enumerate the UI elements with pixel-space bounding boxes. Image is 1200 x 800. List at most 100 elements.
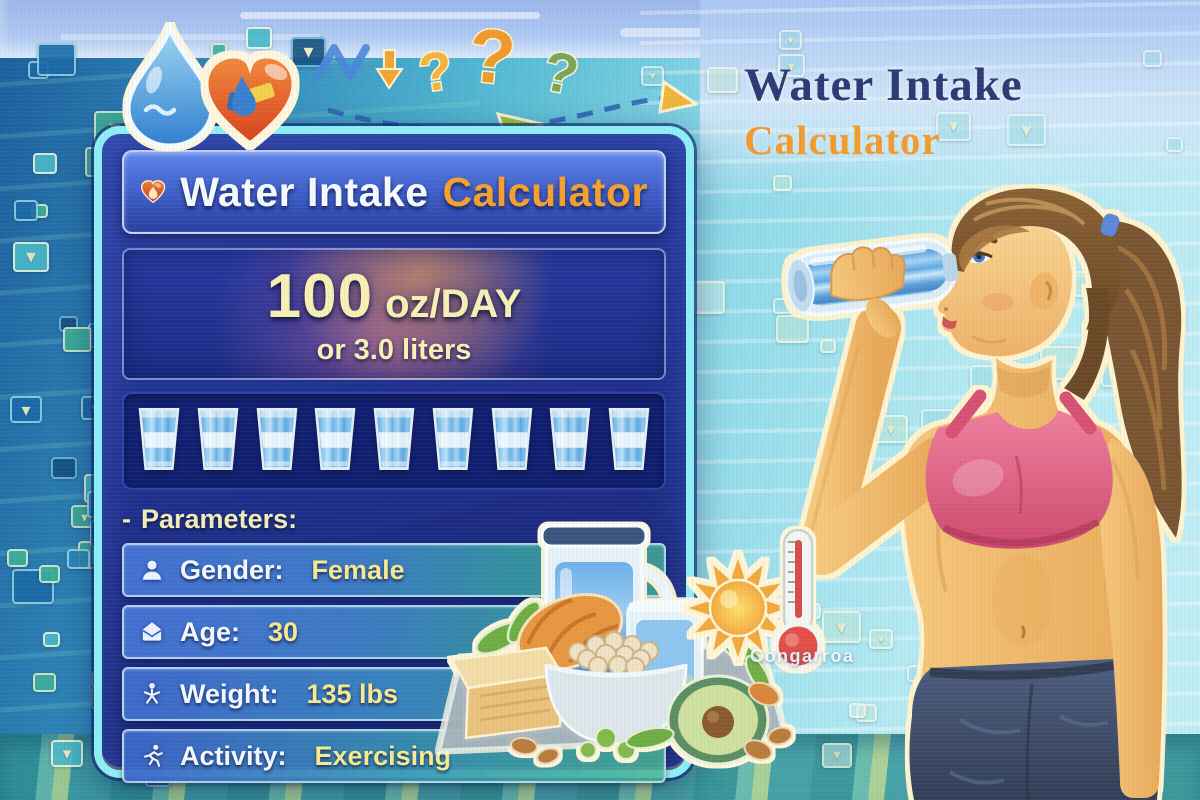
water-glass-icon [371,407,417,476]
chevron-down-icon: ▾ [649,69,656,83]
bread-block [449,646,565,740]
mosaic-tile [246,27,272,49]
figure-icon [138,680,166,708]
sun-icon [682,552,794,664]
mosaic-tile [67,549,90,569]
mosaic-tile [43,632,60,647]
mosaic-tile [1143,50,1162,67]
parameters-label: Parameters: [141,504,298,534]
mosaic-tile [211,43,227,57]
param-value-age: 30 [268,616,299,647]
mosaic-tile: ▾ [10,396,42,423]
mosaic-tile: ▾ [778,54,805,77]
bowl-of-beans [544,631,688,746]
envelope-icon [138,618,166,646]
pants [909,658,1158,800]
svg-text:?: ? [538,38,585,107]
chevron-down-icon: ▾ [25,246,37,268]
mosaic-tile [707,67,738,93]
mosaic-tile [37,43,76,76]
chevron-down-icon: ▾ [62,744,72,763]
doodle-sketches: ? ? ? [314,14,698,140]
result-display: 100 oz/DAY or 3.0 liters [122,248,666,380]
mosaic-tile: ▾ [869,629,893,649]
chevron-down-icon: ▾ [832,746,842,764]
chevron-down-icon: ▾ [1021,118,1032,142]
heart-drop-icon [140,180,166,204]
water-glass-icon [606,407,652,476]
mosaic-tile: ▾ [822,611,861,643]
dash-marker: - [122,504,131,534]
panel-title-accent: Calculator [442,168,648,215]
logo-icons [125,22,297,149]
water-glass-icon [430,407,476,476]
parameters-heading: - Parameters: [122,504,666,535]
avocado-half [666,674,770,766]
mosaic-tile [820,339,836,353]
svg-text:?: ? [464,14,519,102]
mosaic-tile [849,703,866,718]
mosaic-tile [33,153,57,174]
raised-upper-arm [797,437,963,575]
param-value-weight: 135 lbs [306,678,399,709]
mosaic-tile [39,565,60,583]
nuts [510,681,793,765]
thermometer-icon [773,528,823,671]
result-unit: oz/DAY [385,282,522,326]
mosaic-tile [1166,137,1183,152]
chevron-down-icon: ▾ [787,33,794,47]
heart-icon [203,53,297,148]
mosaic-tile: ▾ [641,66,664,86]
param-value-gender: Female [311,554,405,585]
mosaic-tile [33,673,56,692]
water-glass-icon [489,407,535,476]
artifact-caption: Congarroa [750,646,855,666]
mosaic-tile [773,298,792,314]
chevron-down-icon: ▾ [948,116,959,137]
mosaic-tile: ▾ [1007,114,1046,146]
chevron-down-icon: ▾ [303,41,314,63]
mosaic-tile: ▾ [779,30,802,50]
down-arrow-icon [375,49,404,90]
param-label-gender: Gender: [180,554,284,585]
param-label-age: Age: [180,616,240,647]
param-label-weight: Weight: [180,678,279,709]
mosaic-tile: ▾ [13,242,49,272]
chevron-down-icon: ▾ [80,508,89,525]
result-value: 100 [266,262,374,331]
hand [830,246,906,301]
water-glasses-tray [122,392,666,490]
mosaic-tile: ▾ [822,743,852,768]
mosaic-tile: ▾ [51,740,83,767]
mosaic-tile [51,457,77,479]
healthy-food-illustration [438,524,793,766]
result-primary: 100 oz/DAY [267,261,522,332]
chevron-down-icon: ▾ [836,615,847,639]
mosaic-tile: ▾ [936,112,971,141]
question-marks-doodle: ? ? ? [414,14,586,108]
hanging-arm [1097,438,1163,798]
water-glass-icon [254,407,300,476]
mosaic-tile [63,327,92,352]
yellow-triangle-doodle [658,79,698,114]
chevron-down-icon: ▾ [886,419,896,439]
lips [942,316,957,329]
mosaic-tile [776,315,809,343]
headline-line1: Water Intake [744,59,1023,111]
hair [951,188,1122,330]
woman-drinking-water [786,188,1182,800]
mosaic-tile: ▾ [291,37,326,67]
mosaic-tile [7,549,28,567]
dashed-flow-line [327,95,685,132]
person-icon [138,556,166,584]
mosaic-tile [773,175,792,191]
mosaic-tile [14,200,38,221]
chevron-down-icon: ▾ [877,632,885,646]
chevron-down-icon: ▾ [21,399,31,420]
peas [579,726,675,760]
water-drop-icon [125,22,215,149]
chevron-down-icon: ▾ [787,57,796,74]
water-glass-icon [136,407,182,476]
param-label-activity: Activity: [180,740,287,771]
